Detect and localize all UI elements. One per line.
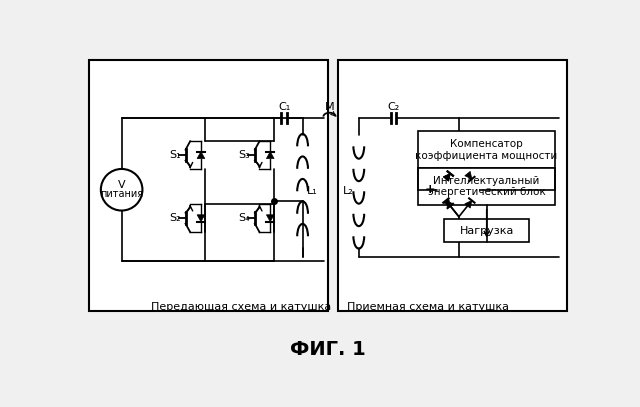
Polygon shape bbox=[465, 201, 472, 208]
Bar bbox=[418, 168, 555, 205]
Text: питания: питания bbox=[100, 188, 143, 199]
Text: V: V bbox=[118, 180, 125, 190]
Bar bbox=[338, 60, 566, 311]
Text: C₂: C₂ bbox=[387, 102, 399, 112]
Text: S₁: S₁ bbox=[169, 150, 180, 160]
Text: L₁: L₁ bbox=[307, 186, 318, 196]
Polygon shape bbox=[465, 171, 472, 179]
Text: -: - bbox=[486, 183, 491, 196]
Polygon shape bbox=[446, 201, 453, 208]
Text: Приемная схема и катушка: Приемная схема и катушка bbox=[348, 302, 509, 312]
Text: Нагрузка: Нагрузка bbox=[460, 225, 514, 236]
Text: S₃: S₃ bbox=[238, 150, 250, 160]
Polygon shape bbox=[266, 152, 274, 159]
Text: Передающая схема и катушка: Передающая схема и катушка bbox=[151, 302, 331, 312]
Polygon shape bbox=[444, 198, 451, 206]
Polygon shape bbox=[197, 215, 205, 222]
Text: M: M bbox=[324, 102, 334, 112]
Text: Компенсатор
коэффициента мощности: Компенсатор коэффициента мощности bbox=[415, 139, 557, 160]
Circle shape bbox=[101, 169, 143, 210]
Text: S₄: S₄ bbox=[238, 213, 250, 223]
Bar bbox=[90, 60, 328, 311]
Polygon shape bbox=[444, 173, 451, 181]
Bar bbox=[418, 131, 555, 168]
Polygon shape bbox=[266, 215, 274, 222]
Text: S₂: S₂ bbox=[169, 213, 180, 223]
Text: L₂: L₂ bbox=[342, 186, 353, 196]
Bar bbox=[444, 219, 529, 242]
Text: C₁: C₁ bbox=[278, 102, 290, 112]
Text: Интеллектуальный
энергетический блок: Интеллектуальный энергетический блок bbox=[428, 176, 545, 197]
Polygon shape bbox=[197, 152, 205, 159]
Text: +: + bbox=[424, 183, 435, 196]
Text: ФИГ. 1: ФИГ. 1 bbox=[290, 339, 366, 359]
Polygon shape bbox=[444, 173, 451, 181]
